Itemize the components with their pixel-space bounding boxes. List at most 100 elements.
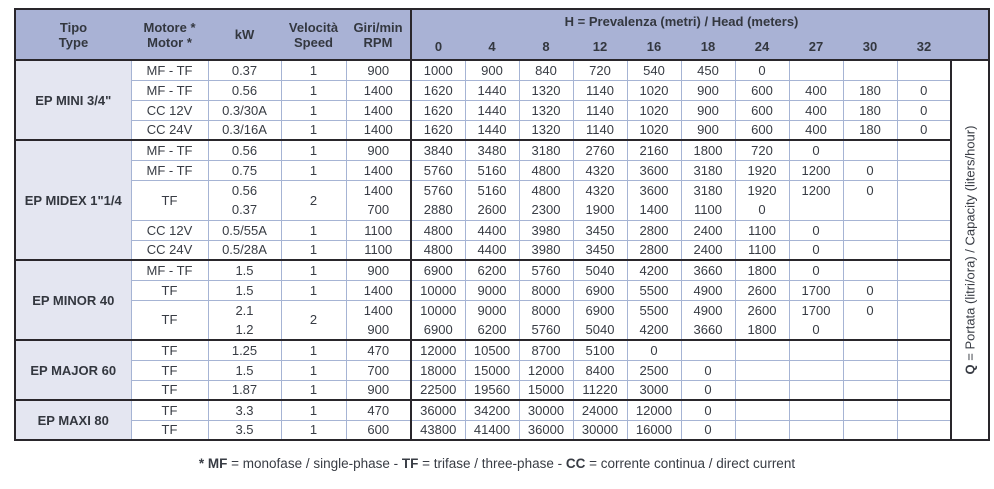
motor-cell: CC 12V (130, 219, 209, 241)
capacity-value-cell: 0 (788, 239, 844, 261)
capacity-value-cell: 1140 (572, 99, 628, 121)
motor-cell: MF - TF (130, 259, 209, 281)
capacity-value-cell (842, 359, 898, 381)
header-label-line: kW (234, 27, 255, 42)
header-label-line: Motor * (147, 34, 192, 50)
capacity-value-cell: 6900 (572, 299, 628, 320)
pump-type-cell: EP MAJOR 60 (14, 339, 132, 401)
table-row: TF 1.5 1 700 18000 15000 12000 8400 2500 0 (15, 359, 989, 381)
capacity-value-cell: 0 (896, 79, 952, 101)
capacity-value-cell: 0 (680, 359, 736, 381)
motor-cell: TF (130, 359, 209, 381)
rpm-cell: 1400 (345, 99, 412, 121)
capacity-value-cell: 900 (680, 99, 736, 121)
kw-cell: 1.5 (207, 359, 282, 381)
motor-cell: TF (130, 419, 209, 441)
header-row-top: Tipo Type Motore * Motor * kW Velocità Speed Gi… (15, 9, 990, 61)
rpm-cell: 1100 (345, 239, 412, 261)
capacity-value-cell: 1200 (788, 159, 844, 181)
table-row: CC 12V 0.5/55A 1 1100 4800 4400 3980 3450 2800 24… (15, 219, 989, 241)
pump-type-cell: EP MIDEX 1"1/4 (14, 139, 132, 261)
capacity-value-cell (788, 419, 844, 441)
capacity-value-cell: 12000 (410, 339, 466, 361)
capacity-value-cell: 0 (626, 339, 682, 361)
capacity-value-cell: 0 (842, 159, 898, 181)
table-row: EP MINOR 40 MF - TF 1.5 1 900 6900 6200 5760 504… (14, 259, 989, 341)
capacity-value-cell: 5160 (464, 179, 520, 200)
kw-cell: 0.37 (207, 59, 282, 81)
capacity-value-cell (842, 379, 898, 401)
capacity-value-cell: 34200 (464, 399, 520, 421)
motor-cell: TF (130, 279, 209, 301)
motor-cell: MF - TF (130, 59, 209, 81)
capacity-value-cell: 3480 (464, 139, 520, 161)
table-head: Tipo Type Motore * Motor * kW Velocità Speed Gi… (15, 9, 990, 61)
capacity-value-cell: 5500 (626, 279, 682, 301)
capacity-value-cell (734, 359, 790, 381)
capacity-value-cell: 2800 (626, 239, 682, 261)
speed-cell: 1 (280, 239, 347, 261)
speed-cell: 1 (280, 399, 347, 421)
capacity-value-cell: 5100 (572, 339, 628, 361)
capacity-value-cell: 4400 (464, 239, 520, 261)
capacity-value-cell: 400 (788, 99, 844, 121)
capacity-value-cell: 0 (788, 319, 844, 341)
capacity-value-cell: 4800 (410, 239, 466, 261)
speed-cell: 1 (280, 419, 347, 441)
capacity-value-cell (896, 59, 952, 81)
capacity-value-cell: 5760 (518, 319, 574, 341)
motor-cell: MF - TF (130, 79, 209, 101)
capacity-value-cell: 720 (734, 139, 790, 161)
capacity-value-cell: 1400 (626, 199, 682, 221)
capacity-value-cell: 180 (842, 119, 898, 141)
capacity-value-cell: 1620 (410, 79, 466, 101)
head-value-cell: 16 (627, 33, 681, 61)
speed-cell: 2 (280, 179, 347, 221)
capacity-value-cell: 0 (734, 199, 790, 221)
capacity-value-cell: 4200 (626, 319, 682, 341)
capacity-value-cell: 4900 (680, 279, 736, 301)
capacity-axis-cell: Q = Portata (litri/ora) / Capacity (lite… (950, 59, 990, 441)
rpm-cell: 900 (345, 379, 412, 401)
capacity-value-cell: 600 (734, 99, 790, 121)
header-label-line: Giri/min (353, 19, 403, 35)
table-row: EP MIDEX 1"1/4 MF - TF 0.56 1 900 3840 3480 318… (14, 139, 989, 261)
capacity-value-cell: 10500 (464, 339, 520, 361)
capacity-value-cell: 540 (626, 59, 682, 81)
capacity-value-cell: 22500 (410, 379, 466, 401)
kw-cell: 1.87 (207, 379, 282, 401)
table-row: CC 24V 0.5/28A 1 1100 4800 4400 3980 3450 2800 24… (15, 239, 989, 261)
capacity-value-cell: 0 (788, 259, 844, 281)
motor-cell: TF (130, 379, 209, 401)
kw-cell: 1.5 (207, 279, 282, 301)
rpm-cell: 1400 (345, 159, 412, 181)
table-row: TF 1.5 1 1400 10000 9000 8000 6900 5500 4900 2600 1… (15, 279, 989, 301)
pump-type-cell: EP MINOR 40 (14, 259, 132, 341)
capacity-value-cell: 3660 (680, 319, 736, 341)
rpm-cell: 470 (345, 399, 412, 421)
capacity-value-cell (896, 139, 952, 161)
capacity-axis-label: Q = Portata (litri/ora) / Capacity (lite… (963, 126, 978, 375)
capacity-value-cell: 0 (788, 219, 844, 241)
capacity-value-cell: 3180 (680, 179, 736, 200)
capacity-value-cell: 900 (464, 59, 520, 81)
speed-cell: 1 (280, 139, 347, 161)
capacity-value-cell (842, 239, 898, 261)
capacity-value-cell: 1100 (734, 239, 790, 261)
speed-cell: 1 (280, 159, 347, 181)
head-axis-title-part: H (564, 14, 575, 29)
rpm-cell: 700 (345, 199, 412, 221)
capacity-value-cell: 2400 (680, 239, 736, 261)
capacity-value-cell: 1000 (410, 59, 466, 81)
capacity-value-cell: 600 (734, 79, 790, 101)
capacity-value-cell: 5760 (410, 179, 466, 200)
kw-cell: 0.3/30A (207, 99, 282, 121)
capacity-axis-label-part: = Portata (litri/ora) / Capacity (liters… (962, 125, 978, 365)
capacity-value-cell: 1800 (734, 319, 790, 341)
kw-cell: 0.5/28A (207, 239, 282, 261)
kw-column-header: kW (208, 9, 281, 61)
speed-cell: 1 (280, 79, 347, 101)
capacity-value-cell: 1320 (518, 99, 574, 121)
rpm-cell: 1400 (345, 119, 412, 141)
capacity-value-cell: 2160 (626, 139, 682, 161)
